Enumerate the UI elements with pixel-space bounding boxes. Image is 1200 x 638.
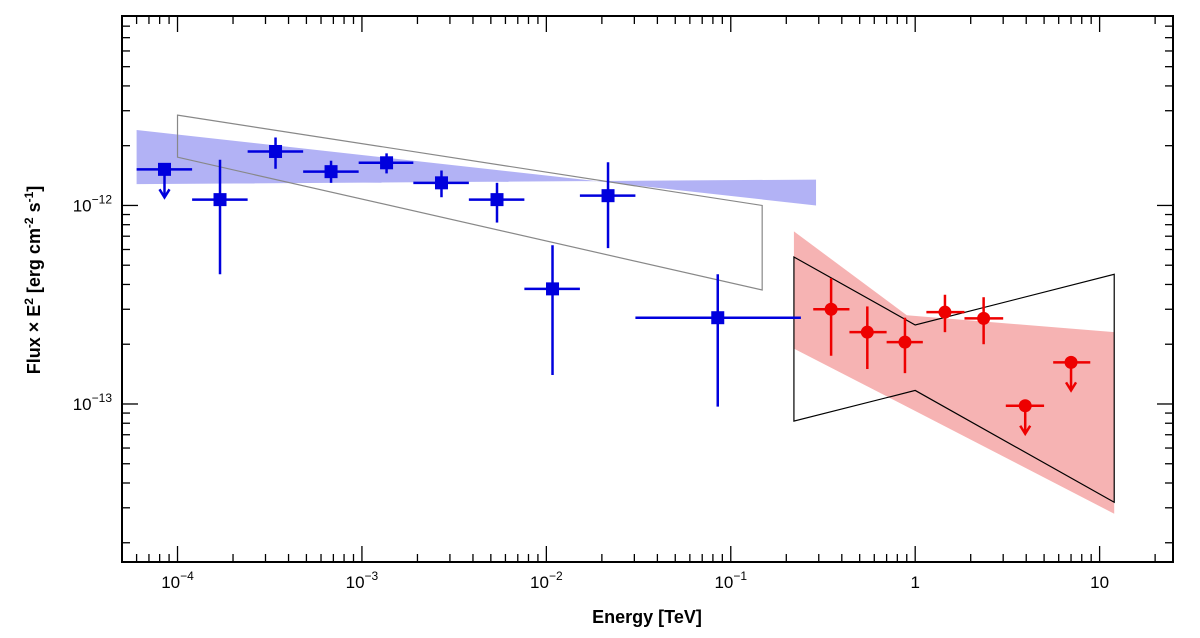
y-axis-ticks: 10−12 10−13 bbox=[73, 15, 1173, 544]
square-marker bbox=[711, 311, 725, 325]
data-point bbox=[136, 162, 193, 200]
bowtie-outline-1 bbox=[176, 114, 763, 291]
square-marker bbox=[324, 165, 338, 179]
square-marker bbox=[601, 189, 615, 203]
x-tick-label: 10−3 bbox=[346, 569, 379, 592]
square-marker bbox=[380, 156, 394, 170]
data-point bbox=[579, 162, 636, 249]
data-point bbox=[192, 159, 248, 275]
circle-marker bbox=[860, 325, 874, 339]
x-tick-label: 10−1 bbox=[714, 569, 747, 592]
model-bands bbox=[136, 129, 1115, 514]
x-tick-label: 1 bbox=[910, 573, 919, 592]
data-points bbox=[136, 137, 1091, 437]
data-point bbox=[247, 137, 304, 169]
data-point bbox=[1005, 399, 1045, 437]
data-point bbox=[849, 306, 887, 370]
model-bowties bbox=[176, 114, 1115, 504]
upper-limit-arrowhead bbox=[1019, 425, 1032, 437]
circle-marker bbox=[1018, 399, 1032, 413]
x-tick-label: 10−4 bbox=[161, 569, 194, 592]
data-point bbox=[358, 153, 414, 174]
data-point bbox=[524, 245, 580, 375]
x-tick-label: 10 bbox=[1090, 573, 1109, 592]
square-marker bbox=[157, 162, 171, 176]
fit-band-1 bbox=[136, 129, 817, 206]
square-marker bbox=[213, 193, 227, 207]
data-point bbox=[813, 278, 850, 356]
y-tick-label: 10−12 bbox=[73, 192, 113, 215]
y-axis-title: Flux × E2 [erg cm-2 s-1] bbox=[22, 186, 44, 375]
fit-band-2 bbox=[793, 231, 1115, 514]
data-point bbox=[468, 182, 525, 223]
circle-marker bbox=[824, 302, 838, 316]
circle-marker bbox=[977, 311, 991, 325]
data-point bbox=[964, 297, 1004, 345]
data-point bbox=[413, 170, 469, 198]
y-tick-label: 10−13 bbox=[73, 391, 113, 414]
x-axis-ticks: 10−4 10−3 10−2 10−1 1 10 bbox=[121, 16, 1156, 592]
plot-frame bbox=[121, 15, 1174, 563]
data-point bbox=[303, 160, 359, 183]
circle-marker bbox=[938, 305, 952, 319]
square-marker bbox=[434, 176, 448, 190]
data-point bbox=[635, 274, 801, 407]
square-marker bbox=[269, 144, 283, 158]
x-tick-label: 10−2 bbox=[530, 569, 563, 592]
circle-marker bbox=[898, 335, 912, 349]
square-marker bbox=[546, 282, 560, 296]
circle-marker bbox=[1064, 355, 1078, 369]
data-point bbox=[886, 317, 923, 374]
square-marker bbox=[490, 193, 504, 207]
upper-limit-arrowhead bbox=[1064, 381, 1078, 393]
x-axis-title: Energy [TeV] bbox=[592, 607, 702, 627]
data-point bbox=[1053, 355, 1091, 393]
data-point bbox=[926, 294, 965, 333]
upper-limit-arrowhead bbox=[158, 188, 171, 200]
bowtie-outline-2 bbox=[793, 255, 1115, 504]
